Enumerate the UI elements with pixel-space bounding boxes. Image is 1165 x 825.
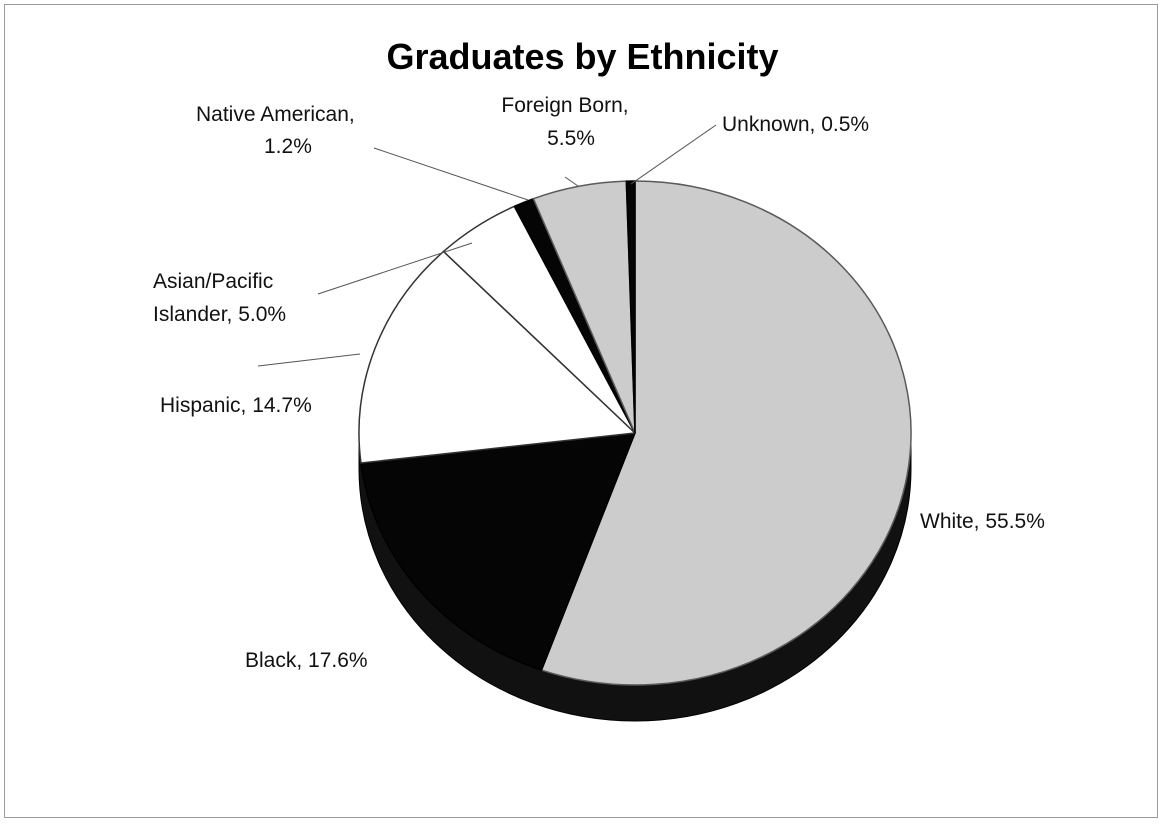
leader-line-hispanic bbox=[257, 353, 361, 367]
chart-title: Graduates by Ethnicity bbox=[386, 36, 779, 77]
leader-line-native-american bbox=[373, 147, 529, 201]
pie-slice-black bbox=[360, 432, 636, 671]
leader-line-unknown bbox=[630, 124, 717, 185]
slice-label-foreign-born-line-1: Foreign Born, bbox=[501, 94, 628, 117]
slice-label-asian-pacific-islander-line-1: Asian/Pacific bbox=[153, 270, 273, 293]
pie-slice-white bbox=[540, 180, 912, 686]
pie-slice-hispanic bbox=[358, 250, 636, 464]
leader-line-foreign-born bbox=[564, 176, 579, 187]
slice-label-foreign-born-line-2: 5.5% bbox=[547, 127, 595, 150]
slice-label-native-american-line-2: 1.2% bbox=[264, 135, 312, 158]
slice-label-unknown: Unknown, 0.5% bbox=[722, 113, 869, 136]
slice-label-hispanic: Hispanic, 14.7% bbox=[160, 394, 312, 417]
leader-line-asian-pacific-islander bbox=[317, 242, 473, 295]
slice-label-white: White, 55.5% bbox=[920, 510, 1045, 533]
slice-label-native-american-line-1: Native American, bbox=[196, 103, 355, 126]
slice-label-black: Black, 17.6% bbox=[245, 649, 368, 672]
slice-label-asian-pacific-islander-line-2: Islander, 5.0% bbox=[153, 303, 286, 326]
